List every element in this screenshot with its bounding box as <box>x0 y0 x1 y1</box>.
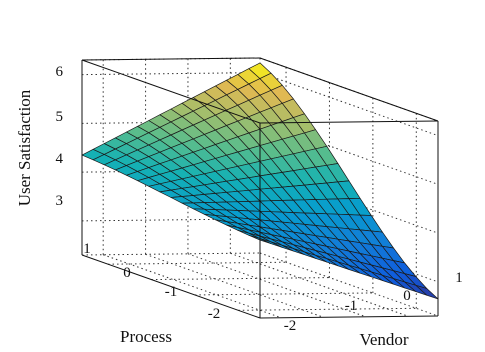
z-tick-6: 6 <box>56 64 64 80</box>
z-grid-back-3 <box>81 72 261 76</box>
axes-box-front <box>81 57 439 319</box>
y-grid-floor-0 <box>238 307 417 311</box>
x-tick-minus-1: -1 <box>345 298 358 314</box>
box-top-back-edge <box>81 57 261 61</box>
box-back-edge-0 <box>81 252 261 256</box>
z-axis-title: User Satisfaction <box>15 89 34 206</box>
y-tick-1: 1 <box>83 241 91 257</box>
x-tick-0: 0 <box>403 288 411 304</box>
z-tick-5: 5 <box>56 109 64 125</box>
x-tick-minus-2: -2 <box>284 318 297 334</box>
box-top-left-edge <box>81 59 261 124</box>
box-process-axis <box>81 254 261 319</box>
box-top-right-edge <box>259 57 439 122</box>
surface-mesh <box>81 62 439 300</box>
z-tick-3: 3 <box>56 193 64 209</box>
box-top-front-edge <box>259 120 439 124</box>
y-tick-minus-2: -2 <box>208 306 221 322</box>
z-tick-4: 4 <box>56 151 64 167</box>
y-tick-minus-1: -1 <box>165 284 178 300</box>
x-axis-title: Vendor <box>359 330 408 349</box>
box-vendor-axis <box>259 315 439 319</box>
y-grid-floor-3 <box>108 261 287 265</box>
x-tick-1: 1 <box>455 270 463 286</box>
y-tick-0: 0 <box>123 265 131 281</box>
y-axis-title: Process <box>120 327 172 346</box>
